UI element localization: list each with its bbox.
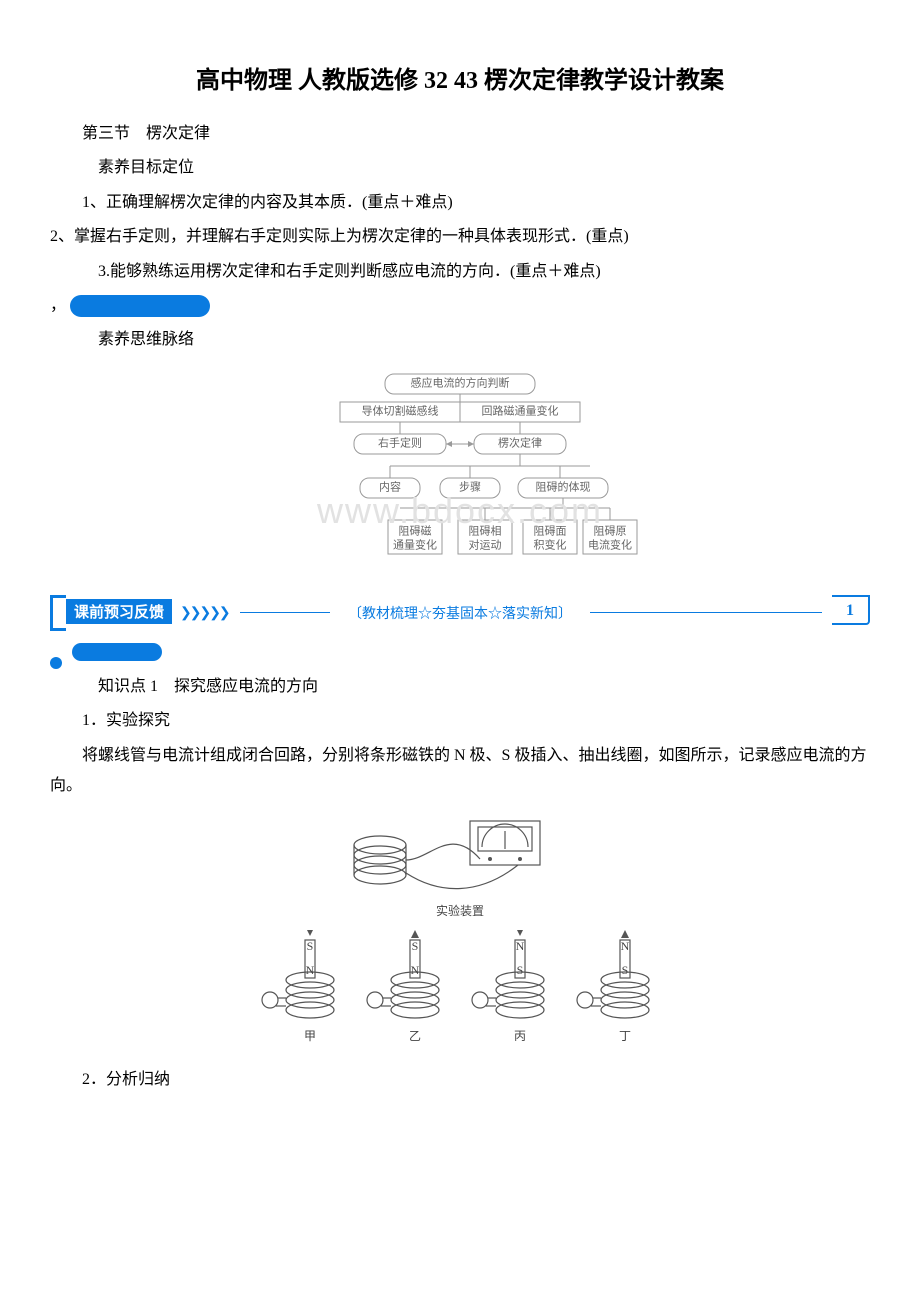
svg-text:S: S bbox=[307, 939, 314, 953]
cm-r4c: 阻碍的体现 bbox=[536, 479, 591, 493]
concept-map-svg: 感应电流的方向判断 导体切割磁感线 回路磁通量变化 右手定则 楞次定律 内容 步… bbox=[270, 370, 650, 580]
preview-num: 1 bbox=[832, 595, 870, 625]
blue-pill-icon bbox=[70, 295, 210, 317]
svg-text:对运动: 对运动 bbox=[469, 537, 502, 551]
cm-r3b: 楞次定律 bbox=[498, 435, 542, 449]
cm-r4a: 内容 bbox=[379, 479, 401, 493]
svg-text:N: N bbox=[411, 963, 420, 977]
experiment-cases-svg: S N S N bbox=[250, 930, 670, 1050]
cm-r4b: 步骤 bbox=[459, 480, 481, 493]
cm-r5b: 阻碍相 bbox=[469, 524, 502, 537]
preview-label: 课前预习反馈 bbox=[66, 599, 172, 624]
blue-pill-icon bbox=[72, 643, 162, 661]
exp-label: 甲 bbox=[304, 1029, 316, 1043]
svg-text:积变化: 积变化 bbox=[534, 537, 567, 551]
chevron-icon: ❯❯❯❯❯ bbox=[180, 605, 229, 622]
dot-icon bbox=[50, 657, 62, 669]
goals-title: 素养目标定位 bbox=[50, 153, 870, 183]
goal-item: 1、正确理解楞次定律的内容及其本质．(重点＋难点) bbox=[50, 188, 870, 218]
page-title: 高中物理 人教版选修 32 43 楞次定律教学设计教案 bbox=[50, 60, 870, 95]
cm-r5c: 阻碍面 bbox=[534, 524, 567, 537]
case-group: S N S N bbox=[262, 930, 649, 1018]
exp-label: 丁 bbox=[619, 1029, 631, 1043]
cm-r5d: 阻碍原 bbox=[594, 524, 627, 537]
exp-label: 乙 bbox=[409, 1029, 421, 1043]
svg-text:S: S bbox=[517, 963, 524, 977]
experiment-device-svg: 实验装置 bbox=[310, 815, 610, 925]
k1-heading: 1．实验探究 bbox=[50, 706, 870, 736]
k2-heading: 2．分析归纳 bbox=[50, 1065, 870, 1095]
svg-text:N: N bbox=[306, 963, 315, 977]
k1-paragraph: 将螺线管与电流计组成闭合回路，分别将条形磁铁的 N 极、S 极插入、抽出线圈，如… bbox=[50, 741, 870, 802]
kp-title: 知识点 1 探究感应电流的方向 bbox=[50, 672, 870, 702]
decorative-row bbox=[50, 637, 870, 672]
svg-text:通量变化: 通量变化 bbox=[393, 537, 437, 551]
svg-text:S: S bbox=[622, 963, 629, 977]
svg-text:N: N bbox=[516, 939, 525, 953]
decorative-row: ， bbox=[50, 291, 870, 321]
preview-mid: 〔教材梳理☆夯基固本☆落实新知〕 bbox=[330, 603, 590, 623]
cm-r2a: 导体切割磁感线 bbox=[362, 403, 439, 417]
bracket-icon bbox=[50, 595, 66, 631]
exp-label: 丙 bbox=[514, 1029, 526, 1043]
cm-root: 感应电流的方向判断 bbox=[411, 375, 510, 389]
experiment-figure: 实验装置 S N bbox=[50, 815, 870, 1055]
goal-item: 3.能够熟练运用楞次定律和右手定则判断感应电流的方向．(重点＋难点) bbox=[50, 257, 870, 287]
exp-caption: 实验装置 bbox=[436, 903, 484, 918]
svg-text:N: N bbox=[621, 939, 630, 953]
cm-r2b: 回路磁通量变化 bbox=[482, 403, 559, 417]
cm-r3a: 右手定则 bbox=[378, 435, 422, 449]
section-header: 第三节 楞次定律 bbox=[50, 119, 870, 149]
preview-banner: 课前预习反馈 ❯❯❯❯❯ 〔教材梳理☆夯基固本☆落实新知〕 1 bbox=[50, 595, 870, 631]
svg-text:S: S bbox=[412, 939, 419, 953]
mindmap-title: 素养思维脉络 bbox=[50, 325, 870, 355]
goal-item: 2、掌握右手定则，并理解右手定则实际上为楞次定律的一种具体表现形式．(重点) bbox=[50, 222, 870, 252]
svg-text:电流变化: 电流变化 bbox=[588, 537, 632, 551]
cm-r5a: 阻碍磁 bbox=[399, 524, 432, 537]
concept-map: www.bdocx.com 感应电流的方向判断 导体切割磁感线 回路磁通量变化 … bbox=[50, 370, 870, 585]
